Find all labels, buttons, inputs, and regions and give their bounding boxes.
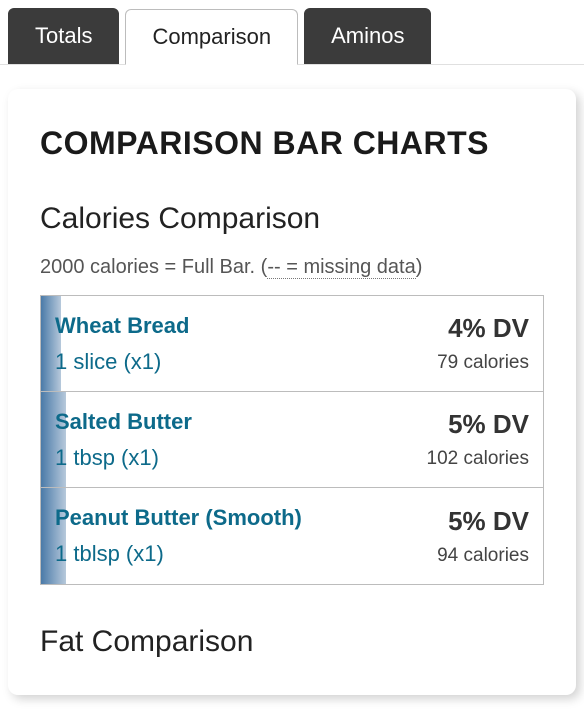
serving-link[interactable]: 1 tblsp (x1) — [55, 541, 302, 567]
dv-value: 5% DV — [448, 409, 529, 440]
page-title: COMPARISON BAR CHARTS — [40, 125, 544, 162]
section-title-calories: Calories Comparison — [40, 202, 544, 236]
bar-row: Salted Butter 1 tbsp (x1) 5% DV 102 calo… — [41, 392, 543, 488]
serving-link[interactable]: 1 slice (x1) — [55, 349, 189, 375]
tab-comparison[interactable]: Comparison — [125, 9, 298, 65]
bar-left: Salted Butter 1 tbsp (x1) — [55, 400, 192, 479]
bar-row: Wheat Bread 1 slice (x1) 4% DV 79 calori… — [41, 296, 543, 392]
tab-totals[interactable]: Totals — [8, 8, 119, 64]
bar-left: Wheat Bread 1 slice (x1) — [55, 304, 189, 383]
calories-caption: 2000 calories = Full Bar. (-- = missing … — [40, 256, 544, 279]
bar-content: Peanut Butter (Smooth) 1 tblsp (x1) 5% D… — [41, 488, 543, 584]
calories-value: 102 calories — [427, 448, 529, 470]
calories-value: 79 calories — [437, 352, 529, 374]
serving-link[interactable]: 1 tbsp (x1) — [55, 445, 192, 471]
food-name-link[interactable]: Salted Butter — [55, 409, 192, 435]
calories-bar-table: Wheat Bread 1 slice (x1) 4% DV 79 calori… — [40, 295, 544, 585]
food-name-link[interactable]: Wheat Bread — [55, 313, 189, 339]
calories-value: 94 calories — [437, 545, 529, 567]
bar-row: Peanut Butter (Smooth) 1 tblsp (x1) 5% D… — [41, 488, 543, 584]
bar-content: Wheat Bread 1 slice (x1) 4% DV 79 calori… — [41, 296, 543, 391]
dv-value: 5% DV — [448, 506, 529, 537]
food-name-link[interactable]: Peanut Butter (Smooth) — [55, 505, 302, 531]
bar-right: 5% DV 102 calories — [427, 400, 529, 479]
bar-left: Peanut Butter (Smooth) 1 tblsp (x1) — [55, 496, 302, 576]
tabs: Totals Comparison Aminos — [0, 0, 584, 65]
bar-right: 4% DV 79 calories — [437, 304, 529, 383]
tab-aminos[interactable]: Aminos — [304, 8, 431, 64]
bar-content: Salted Butter 1 tbsp (x1) 5% DV 102 calo… — [41, 392, 543, 487]
comparison-card: COMPARISON BAR CHARTS Calories Compariso… — [8, 89, 576, 695]
section-title-fat: Fat Comparison — [40, 625, 544, 659]
bar-right: 5% DV 94 calories — [437, 496, 529, 576]
dv-value: 4% DV — [448, 313, 529, 344]
missing-data-hint[interactable]: -- = missing data — [267, 256, 415, 279]
caption-prefix: 2000 calories = Full Bar. ( — [40, 256, 267, 278]
caption-suffix: ) — [416, 256, 423, 278]
